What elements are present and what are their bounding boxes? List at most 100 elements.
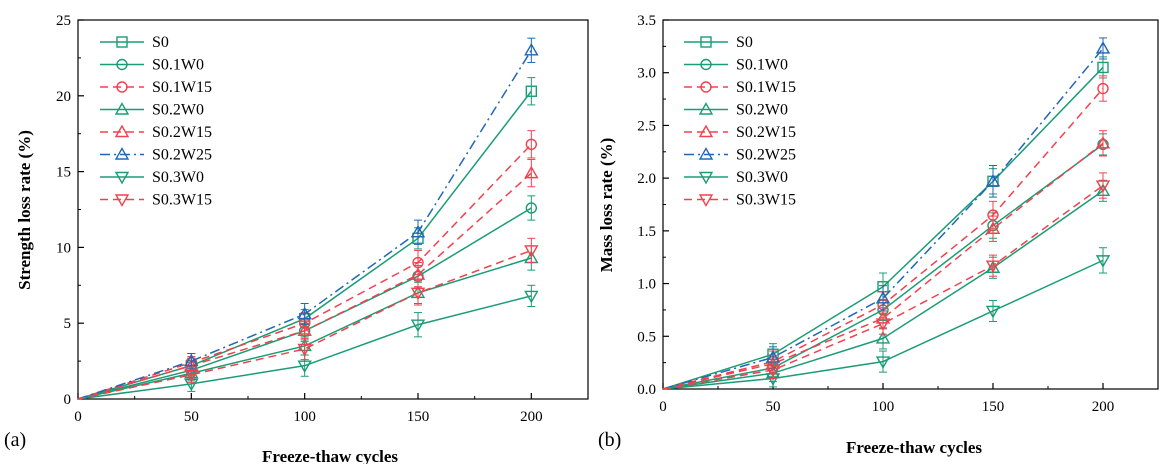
data-point <box>525 202 538 214</box>
plot-frame <box>77 19 589 400</box>
series-s0-2w25 <box>77 37 539 400</box>
data-point <box>525 138 538 151</box>
data-point <box>524 42 539 56</box>
legend-marker <box>698 124 714 138</box>
legend-label: S0.1W0 <box>736 57 788 74</box>
data-point <box>985 260 1001 274</box>
data-point <box>765 364 781 378</box>
legend-marker <box>116 81 128 93</box>
y-tick-label: 0.0 <box>637 382 656 398</box>
x-tick-label: 0 <box>74 409 82 425</box>
y-tick-label: 15 <box>56 165 71 181</box>
legend-marker <box>698 147 714 160</box>
data-point <box>524 245 539 258</box>
legend: S0 S0.1W0 S0.1W15 S0.2W0 S0.2W15 S0.2W25 S0.3W… <box>684 34 796 209</box>
x-axis-label: Freeze-thaw cycles <box>262 447 398 464</box>
y-tick-label: 10 <box>56 240 71 256</box>
x-tick-label: 150 <box>982 399 1005 415</box>
legend-label: S0.2W25 <box>736 147 796 164</box>
legend-label: S0.2W15 <box>736 124 796 141</box>
x-tick-label: 0 <box>659 399 667 415</box>
data-point <box>1095 135 1111 149</box>
y-tick-label: 20 <box>56 89 71 105</box>
y-tick-label: 2.0 <box>637 171 656 187</box>
data-point <box>410 224 426 238</box>
x-tick-label: 50 <box>184 409 199 425</box>
x-tick-label: 50 <box>766 399 781 415</box>
series-s0-3w15 <box>77 237 539 400</box>
series-s0-2w15 <box>77 158 539 400</box>
legend-label: S0.3W0 <box>152 169 204 186</box>
y-axis-label: Mass loss rate (%) <box>597 138 616 273</box>
data-point <box>297 323 312 336</box>
series-line <box>662 142 1104 390</box>
x-tick-label: 100 <box>872 399 895 415</box>
legend-label: S0 <box>152 34 169 51</box>
series-s0-1w15 <box>77 130 538 400</box>
legend: S0 S0.1W0 S0.1W15 S0.2W0 S0.2W15 S0.2W25 S0.3W… <box>100 34 212 209</box>
series-s0-3w15 <box>662 172 1111 390</box>
data-point <box>985 221 1001 234</box>
legend-marker <box>698 194 714 207</box>
y-tick-label: 25 <box>56 13 71 29</box>
y-tick-label: 0.5 <box>637 329 656 345</box>
data-point <box>525 85 538 97</box>
data-point <box>875 290 891 304</box>
data-point <box>524 290 539 304</box>
panel-label: (b) <box>598 429 621 451</box>
legend-label: S0.2W0 <box>152 102 204 119</box>
data-point <box>1097 82 1109 95</box>
legend-marker <box>116 36 128 48</box>
chart-panel-a: 0 50 100 150 200 0 5 10 15 20 25 Freeze-thaw cycles… <box>4 13 589 464</box>
legend-marker <box>700 81 712 93</box>
x-tick-label: 100 <box>293 409 316 425</box>
y-tick-label: 5 <box>64 316 72 332</box>
legend-marker <box>700 58 712 71</box>
y-tick-label: 3.0 <box>637 66 656 82</box>
legend-label: S0.2W15 <box>152 124 212 141</box>
data-point <box>524 165 539 179</box>
data-point <box>1097 61 1109 74</box>
legend-label: S0.3W0 <box>736 169 788 186</box>
y-tick-label: 1.5 <box>637 224 656 240</box>
data-point <box>875 318 891 332</box>
data-point <box>297 306 312 320</box>
data-point <box>410 267 426 280</box>
data-point <box>985 305 1001 319</box>
x-axis-label: Freeze-thaw cycles <box>846 438 982 457</box>
legend-marker <box>114 194 130 207</box>
data-point <box>875 330 891 344</box>
y-axis-label: Strength loss rate (%) <box>15 130 34 290</box>
data-point <box>1095 180 1111 193</box>
legend-marker <box>698 102 714 115</box>
data-point <box>985 173 1001 187</box>
legend-marker <box>114 171 130 185</box>
data-point <box>1095 41 1111 54</box>
legend-marker <box>114 102 130 115</box>
series-s0 <box>662 56 1109 390</box>
legend-label: S0.2W0 <box>736 102 788 119</box>
legend-marker <box>114 124 130 138</box>
data-point <box>875 356 891 369</box>
data-point <box>410 287 426 301</box>
data-point <box>184 353 199 367</box>
legend-label: S0.2W25 <box>152 147 212 164</box>
y-tick-label: 3.5 <box>637 13 656 29</box>
data-point <box>297 360 312 374</box>
x-tick-label: 150 <box>407 409 430 425</box>
data-point <box>297 343 312 357</box>
data-point <box>1095 255 1111 268</box>
legend-marker <box>698 171 714 185</box>
series-s0-2w15 <box>662 130 1111 390</box>
data-point <box>184 369 199 383</box>
x-tick-label: 200 <box>520 409 543 425</box>
legend-marker <box>700 36 712 48</box>
legend-label: S0.3W15 <box>152 192 212 209</box>
series-s0-3w0 <box>662 247 1111 390</box>
y-tick-label: 1.0 <box>637 277 656 293</box>
legend-label: S0.1W0 <box>152 57 204 74</box>
y-tick-label: 2.5 <box>637 118 656 134</box>
y-tick-label: 0 <box>64 392 72 408</box>
chart-panel-b: 0 50 100 150 200 0.0 0.5 1.0 1.5 2.0 2.5 3.0 3.5 Free… <box>597 13 1159 457</box>
